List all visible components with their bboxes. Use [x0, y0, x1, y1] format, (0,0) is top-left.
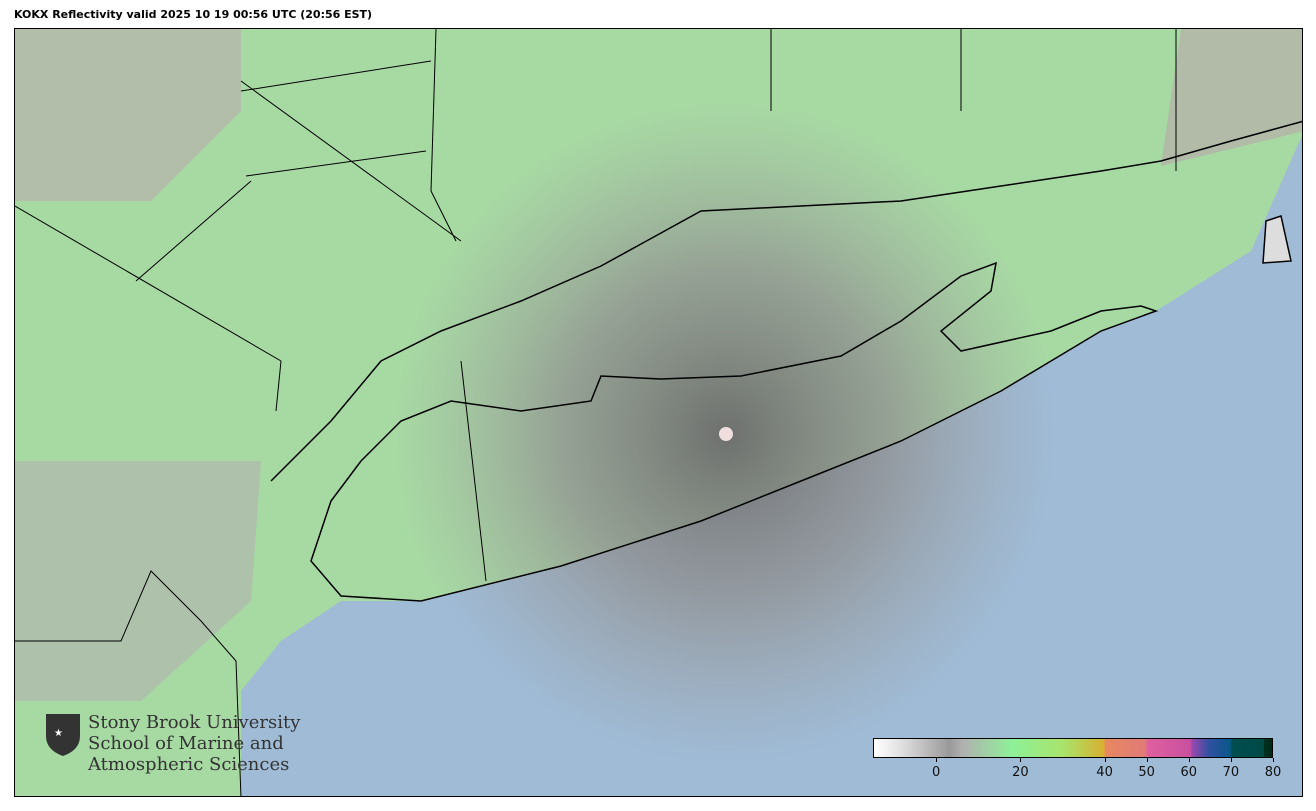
svg-text:★: ★	[54, 728, 63, 739]
state-county-borders	[15, 29, 1177, 582]
colorbar-tick-label: 60	[1180, 765, 1198, 780]
long-island-coastline	[310, 261, 1159, 602]
colorbar-tick-label: 70	[1222, 765, 1240, 780]
colorbar-tick-label: 80	[1264, 765, 1282, 780]
colorbar-tick	[1146, 758, 1148, 762]
block-island	[1262, 215, 1292, 264]
reflectivity-colorbar	[873, 738, 1273, 758]
sbu-logo: ★ Stony Brook University School of Marin…	[44, 712, 300, 775]
logo-line2: School of Marine and	[88, 733, 284, 754]
map-title: KOKX Reflectivity valid 2025 10 19 00:56…	[14, 8, 373, 21]
connecticut-coastline	[270, 120, 1302, 482]
colorbar-tick	[1230, 758, 1232, 762]
sbu-shield-icon: ★	[46, 714, 80, 756]
colorbar-tick-label: 0	[932, 765, 941, 780]
colorbar-tick	[936, 758, 938, 762]
colorbar-tick	[1020, 758, 1022, 762]
radar-site-icon	[719, 427, 733, 441]
logo-line3: Atmospheric Sciences	[88, 754, 290, 775]
terrain-nw	[15, 29, 241, 201]
radar-map-canvas	[15, 29, 1302, 796]
logo-line1: Stony Brook University	[88, 712, 301, 733]
colorbar-tick	[1104, 758, 1106, 762]
colorbar-tick-label: 50	[1138, 765, 1155, 780]
nj-coastline	[15, 570, 242, 796]
colorbar-tick	[1188, 758, 1190, 762]
colorbar-tick-label: 20	[1012, 765, 1029, 780]
radar-map[interactable]	[14, 28, 1303, 797]
colorbar-tick-label: 40	[1096, 765, 1113, 780]
colorbar-tick	[1273, 758, 1274, 762]
